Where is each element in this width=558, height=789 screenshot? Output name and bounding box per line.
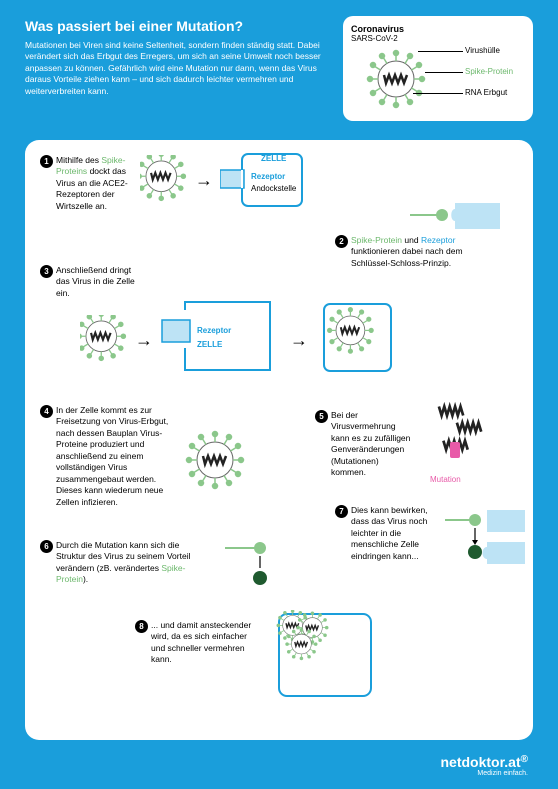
legend-label-rna: RNA Erbgut: [465, 88, 507, 97]
step-number: 4: [40, 405, 53, 418]
step-8: 8... und damit ansteckender wird, da es …: [135, 620, 265, 666]
arrow-icon: →: [195, 170, 213, 191]
virus-icon: [185, 430, 245, 490]
rezeptor-label: Rezeptor: [197, 326, 231, 335]
step-7: 7Dies kann bewirken, dass das Virus noch…: [335, 505, 440, 562]
andock-label: Andockstelle: [251, 184, 296, 193]
header: Was passiert bei einer Mutation? Mutatio…: [25, 18, 325, 97]
footer: netdoktor.at® Medizin einfach.: [441, 754, 529, 777]
intro-text: Mutationen bei Viren sind keine Seltenhe…: [25, 40, 325, 97]
step-number: 3: [40, 265, 53, 278]
step-4: 4In der Zelle kommt es zur Freisetzung v…: [40, 405, 180, 508]
virus-icon: [80, 315, 130, 365]
page-title: Was passiert bei einer Mutation?: [25, 18, 325, 34]
brand-tagline: Medizin einfach.: [441, 770, 529, 777]
rezeptor-label: Rezeptor: [251, 172, 285, 181]
spike-mutation-icon: [225, 538, 295, 593]
step-number: 1: [40, 155, 53, 168]
step-number: 5: [315, 410, 328, 423]
mutation-label: Mutation: [430, 475, 461, 484]
step-6: 6Durch die Mutation kann sich die Strukt…: [40, 540, 215, 586]
step-2: 2Spike-Protein und Rezeptor funktioniere…: [335, 235, 485, 269]
legend-line-rna: [413, 93, 463, 94]
legend-label-spike: Spike-Protein: [465, 67, 513, 76]
spike-fit-icon: [445, 510, 525, 565]
step-number: 8: [135, 620, 148, 633]
legend-line-spike: [425, 72, 463, 73]
zelle-label: ZELLE: [197, 340, 222, 349]
virus-icon: [140, 155, 190, 205]
step-3: 3Anschließend dringt das Virus in die Ze…: [40, 265, 140, 299]
main-panel: 1Mithilfe des Spike-Proteins dockt das V…: [25, 140, 533, 740]
arrow-icon: →: [290, 330, 308, 351]
step-5: 5Bei der Virusvermehrung kann es zu zufä…: [315, 410, 415, 479]
step-1: 1Mithilfe des Spike-Proteins dockt das V…: [40, 155, 135, 212]
legend-title: Coronavirus: [351, 24, 525, 34]
virus-in-cell-icon: [320, 300, 395, 375]
legend-label-hull: Virushülle: [465, 46, 500, 55]
zelle-label: ZELLE: [261, 154, 286, 163]
arrow-icon: →: [135, 330, 153, 351]
rna-mutation-icon: [420, 402, 510, 467]
virus-icon: [361, 44, 431, 114]
step-number: 2: [335, 235, 348, 248]
step-number: 7: [335, 505, 348, 518]
spike-receptor-icon: [410, 195, 500, 235]
brand-logo: netdoktor.at®: [441, 754, 529, 770]
step-number: 6: [40, 540, 53, 553]
multi-virus-cell-icon: [275, 610, 375, 700]
legend-line-hull: [418, 51, 463, 52]
virus-legend: Coronavirus SARS-CoV-2 Virushülle Spike-…: [343, 16, 533, 121]
legend-subtitle: SARS-CoV-2: [351, 34, 525, 43]
